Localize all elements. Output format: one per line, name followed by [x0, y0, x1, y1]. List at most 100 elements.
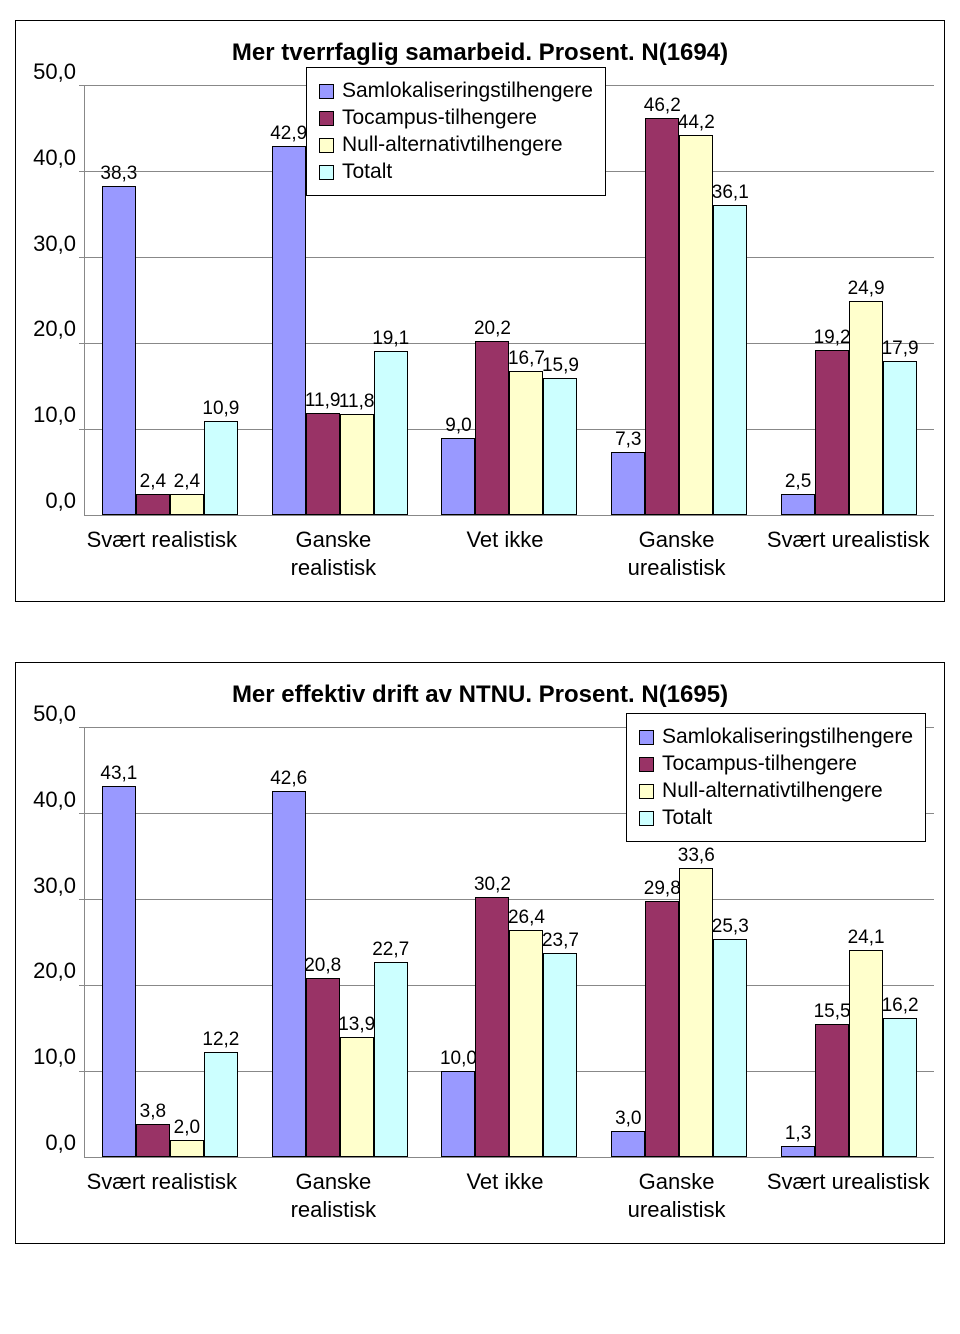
chart-title: Mer tverrfaglig samarbeid. Prosent. N(16… [26, 39, 934, 67]
x-tick-label: Ganskerealistisk [248, 516, 420, 581]
bar: 29,8 [645, 901, 679, 1157]
bar-value-label: 2,5 [785, 471, 811, 493]
legend-label: Totalt [662, 806, 712, 830]
bar: 26,4 [509, 930, 543, 1157]
legend-item: Tocampus-tilhengere [639, 752, 913, 776]
bar: 19,2 [815, 350, 849, 515]
bar: 16,7 [509, 371, 543, 515]
bar: 42,9 [272, 146, 306, 515]
bar: 17,9 [883, 361, 917, 515]
bar-value-label: 20,8 [304, 955, 341, 977]
bar: 43,1 [102, 786, 136, 1157]
bar: 23,7 [543, 953, 577, 1157]
bar-value-label: 1,3 [785, 1123, 811, 1145]
bar-value-label: 12,2 [202, 1029, 239, 1051]
legend-label: Null-alternativtilhengere [342, 133, 563, 157]
bar: 19,1 [374, 351, 408, 515]
bar: 11,9 [306, 413, 340, 515]
bar: 16,2 [883, 1018, 917, 1157]
bar: 2,5 [781, 494, 815, 516]
bar-value-label: 19,1 [372, 328, 409, 350]
bar-value-label: 2,4 [140, 471, 166, 493]
bar-value-label: 10,9 [202, 398, 239, 420]
bar-value-label: 24,9 [848, 278, 885, 300]
legend-item: Samlokaliseringstilhengere [319, 79, 593, 103]
legend: Samlokaliseringstilhengere Tocampus-tilhe… [306, 67, 606, 196]
legend-label: Samlokaliseringstilhengere [342, 79, 593, 103]
legend-item: Null-alternativtilhengere [319, 133, 593, 157]
bar-value-label: 29,8 [644, 878, 681, 900]
legend-swatch [639, 811, 654, 826]
bar-value-label: 42,9 [270, 123, 307, 145]
bar: 38,3 [102, 186, 136, 515]
bar: 46,2 [645, 118, 679, 515]
legend-label: Tocampus-tilhengere [342, 106, 537, 130]
bar: 13,9 [340, 1037, 374, 1157]
bar-group: 42,620,813,922,7 [255, 727, 425, 1157]
bar: 9,0 [441, 438, 475, 515]
bar: 20,2 [475, 341, 509, 515]
bar-value-label: 17,9 [882, 338, 919, 360]
legend-label: Samlokaliseringstilhengere [662, 725, 913, 749]
legend-item: Totalt [639, 806, 913, 830]
x-tick-label: Svært realistisk [76, 1158, 248, 1223]
chart-container: Mer effektiv drift av NTNU. Prosent. N(1… [15, 662, 945, 1244]
bar: 7,3 [611, 452, 645, 515]
legend-label: Totalt [342, 160, 392, 184]
bar: 2,0 [170, 1140, 204, 1157]
bar-group: 7,346,244,236,1 [594, 85, 764, 515]
x-tick-label: Vet ikke [419, 516, 591, 581]
legend: Samlokaliseringstilhengere Tocampus-tilhe… [626, 713, 926, 842]
bar: 12,2 [204, 1052, 238, 1157]
bar: 1,3 [781, 1146, 815, 1157]
bar-group: 2,519,224,917,9 [764, 85, 934, 515]
y-axis: 50,040,030,020,010,00,0 [26, 727, 84, 1157]
bar: 33,6 [679, 868, 713, 1157]
legend-item: Totalt [319, 160, 593, 184]
bar-value-label: 16,7 [508, 348, 545, 370]
legend-swatch [639, 784, 654, 799]
bar: 11,8 [340, 414, 374, 515]
bar: 2,4 [170, 494, 204, 515]
legend-label: Null-alternativtilhengere [662, 779, 883, 803]
chart-title: Mer effektiv drift av NTNU. Prosent. N(1… [26, 681, 934, 709]
legend-swatch [319, 111, 334, 126]
bar: 24,9 [849, 301, 883, 515]
bar: 30,2 [475, 897, 509, 1157]
bar: 10,0 [441, 1071, 475, 1157]
legend-swatch [319, 138, 334, 153]
x-axis-labels: Svært realistiskGanskerealistiskVet ikke… [76, 1158, 934, 1223]
bar: 10,9 [204, 421, 238, 515]
bar-value-label: 46,2 [644, 95, 681, 117]
x-tick-label: Svært realistisk [76, 516, 248, 581]
bar-value-label: 33,6 [678, 845, 715, 867]
bar-value-label: 44,2 [678, 112, 715, 134]
x-tick-label: Ganskeurealistisk [591, 516, 763, 581]
bar-value-label: 30,2 [474, 874, 511, 896]
bar: 44,2 [679, 135, 713, 515]
legend-swatch [319, 165, 334, 180]
bar-value-label: 7,3 [615, 429, 641, 451]
bar-value-label: 3,0 [615, 1108, 641, 1130]
bar: 20,8 [306, 978, 340, 1157]
chart-container: Mer tverrfaglig samarbeid. Prosent. N(16… [15, 20, 945, 602]
bar: 3,0 [611, 1131, 645, 1157]
bar: 22,7 [374, 962, 408, 1157]
legend-label: Tocampus-tilhengere [662, 752, 857, 776]
bar-value-label: 36,1 [712, 182, 749, 204]
bar-value-label: 25,3 [712, 916, 749, 938]
bar-value-label: 19,2 [814, 327, 851, 349]
bar: 15,9 [543, 378, 577, 515]
legend-swatch [639, 757, 654, 772]
bar-value-label: 42,6 [270, 768, 307, 790]
bar: 3,8 [136, 1124, 170, 1157]
bar: 2,4 [136, 494, 170, 515]
x-tick-label: Ganskerealistisk [248, 1158, 420, 1223]
bar-value-label: 26,4 [508, 907, 545, 929]
bar-value-label: 2,4 [174, 471, 200, 493]
legend-item: Null-alternativtilhengere [639, 779, 913, 803]
legend-swatch [319, 84, 334, 99]
bar-value-label: 22,7 [372, 939, 409, 961]
x-axis-labels: Svært realistiskGanskerealistiskVet ikke… [76, 516, 934, 581]
bar-value-label: 11,9 [305, 390, 341, 412]
